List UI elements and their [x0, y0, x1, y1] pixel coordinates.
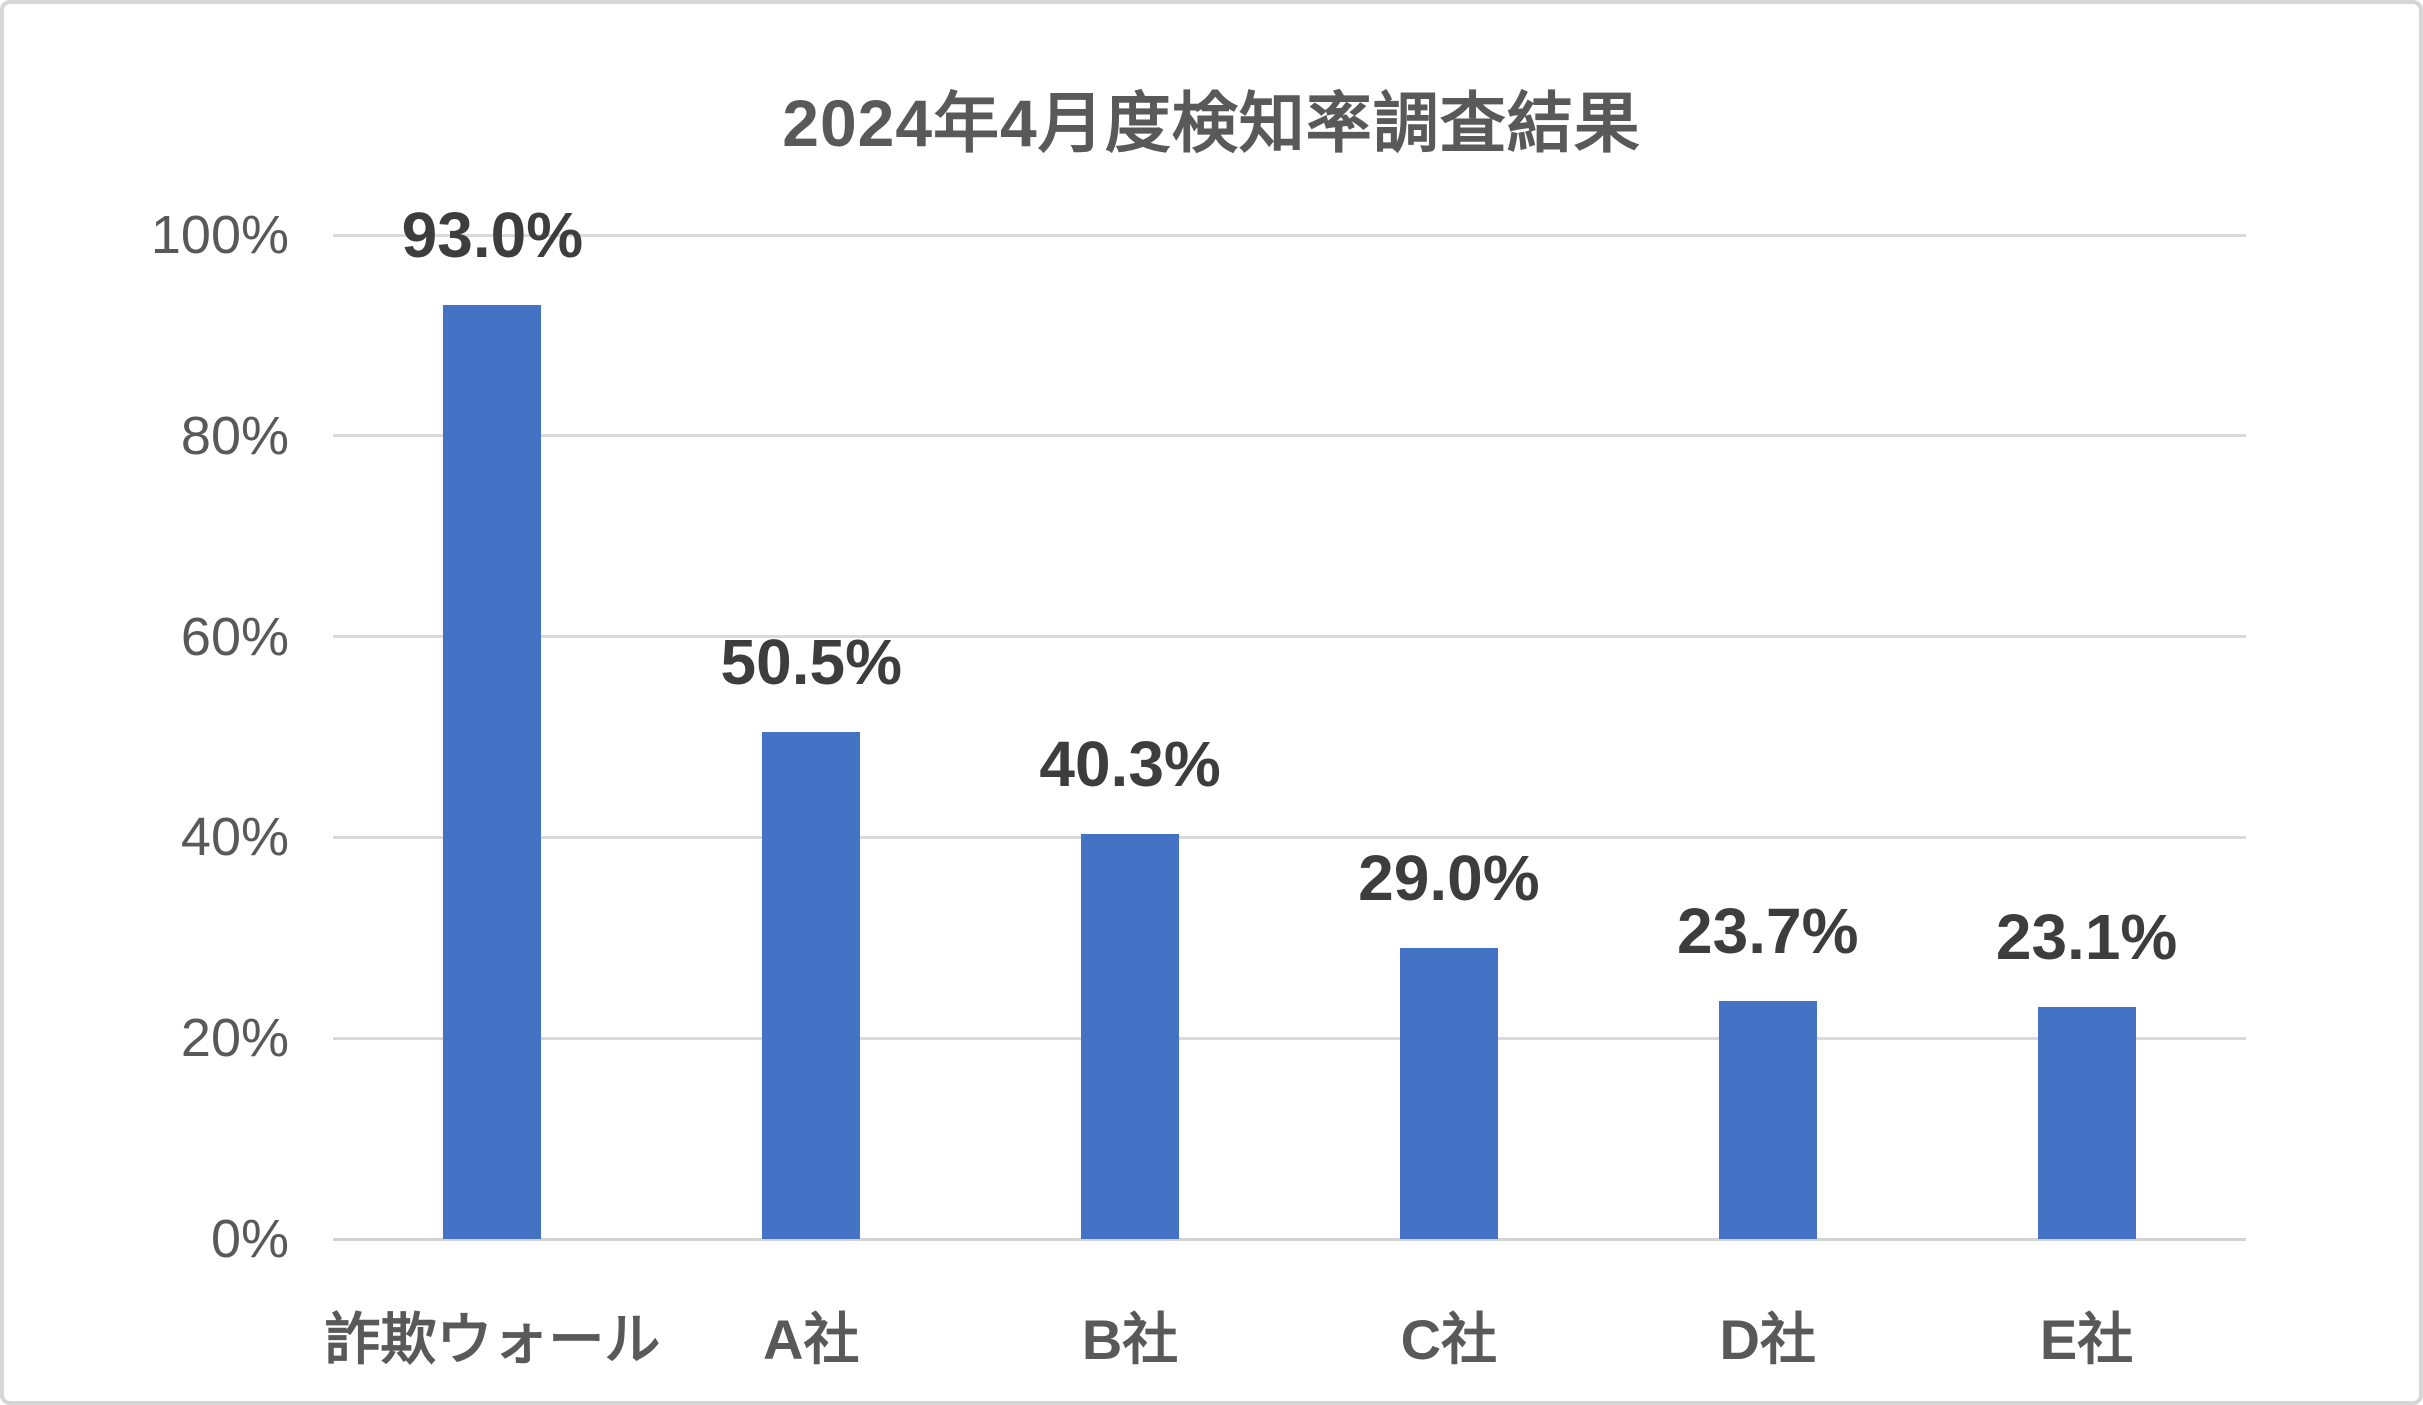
chart-title: 2024年4月度検知率調査結果 [782, 86, 1641, 160]
plot-area [333, 233, 2246, 1241]
bar [1399, 947, 1498, 1239]
gridline [333, 434, 2246, 438]
bar [1718, 1001, 1817, 1239]
x-axis-category-label: D社 [1719, 1308, 1816, 1371]
bar [1081, 834, 1180, 1239]
x-axis-baseline [333, 1237, 2246, 1241]
x-axis-category-label: C社 [1400, 1308, 1498, 1371]
y-axis-tick-label: 60% [180, 606, 289, 667]
x-axis-category-label: A社 [763, 1308, 860, 1371]
gridline [333, 635, 2246, 639]
y-axis-tick-label: 80% [180, 405, 289, 466]
bar-value-label: 23.7% [1677, 895, 1859, 968]
bar-value-label: 50.5% [720, 625, 902, 698]
x-axis-category-label: E社 [2039, 1308, 2134, 1371]
bar [443, 305, 542, 1239]
bar-value-label: 40.3% [1039, 728, 1221, 801]
y-axis-tick-label: 40% [180, 807, 289, 868]
gridline [333, 233, 2246, 237]
x-axis-category-label: B社 [1081, 1308, 1179, 1371]
y-axis-tick-label: 0% [210, 1209, 289, 1269]
gridline [333, 835, 2246, 839]
bar-value-label: 29.0% [1358, 841, 1540, 914]
bar-value-label: 93.0% [401, 199, 584, 272]
x-axis-category-label: 詐欺ウォール [324, 1308, 661, 1371]
bar-value-label: 23.1% [1995, 901, 2178, 974]
bar [762, 731, 861, 1239]
bar [2037, 1007, 2136, 1239]
y-axis-tick-label: 20% [180, 1008, 289, 1069]
y-axis-tick-label: 100% [150, 205, 289, 265]
gridline [333, 1036, 2246, 1040]
